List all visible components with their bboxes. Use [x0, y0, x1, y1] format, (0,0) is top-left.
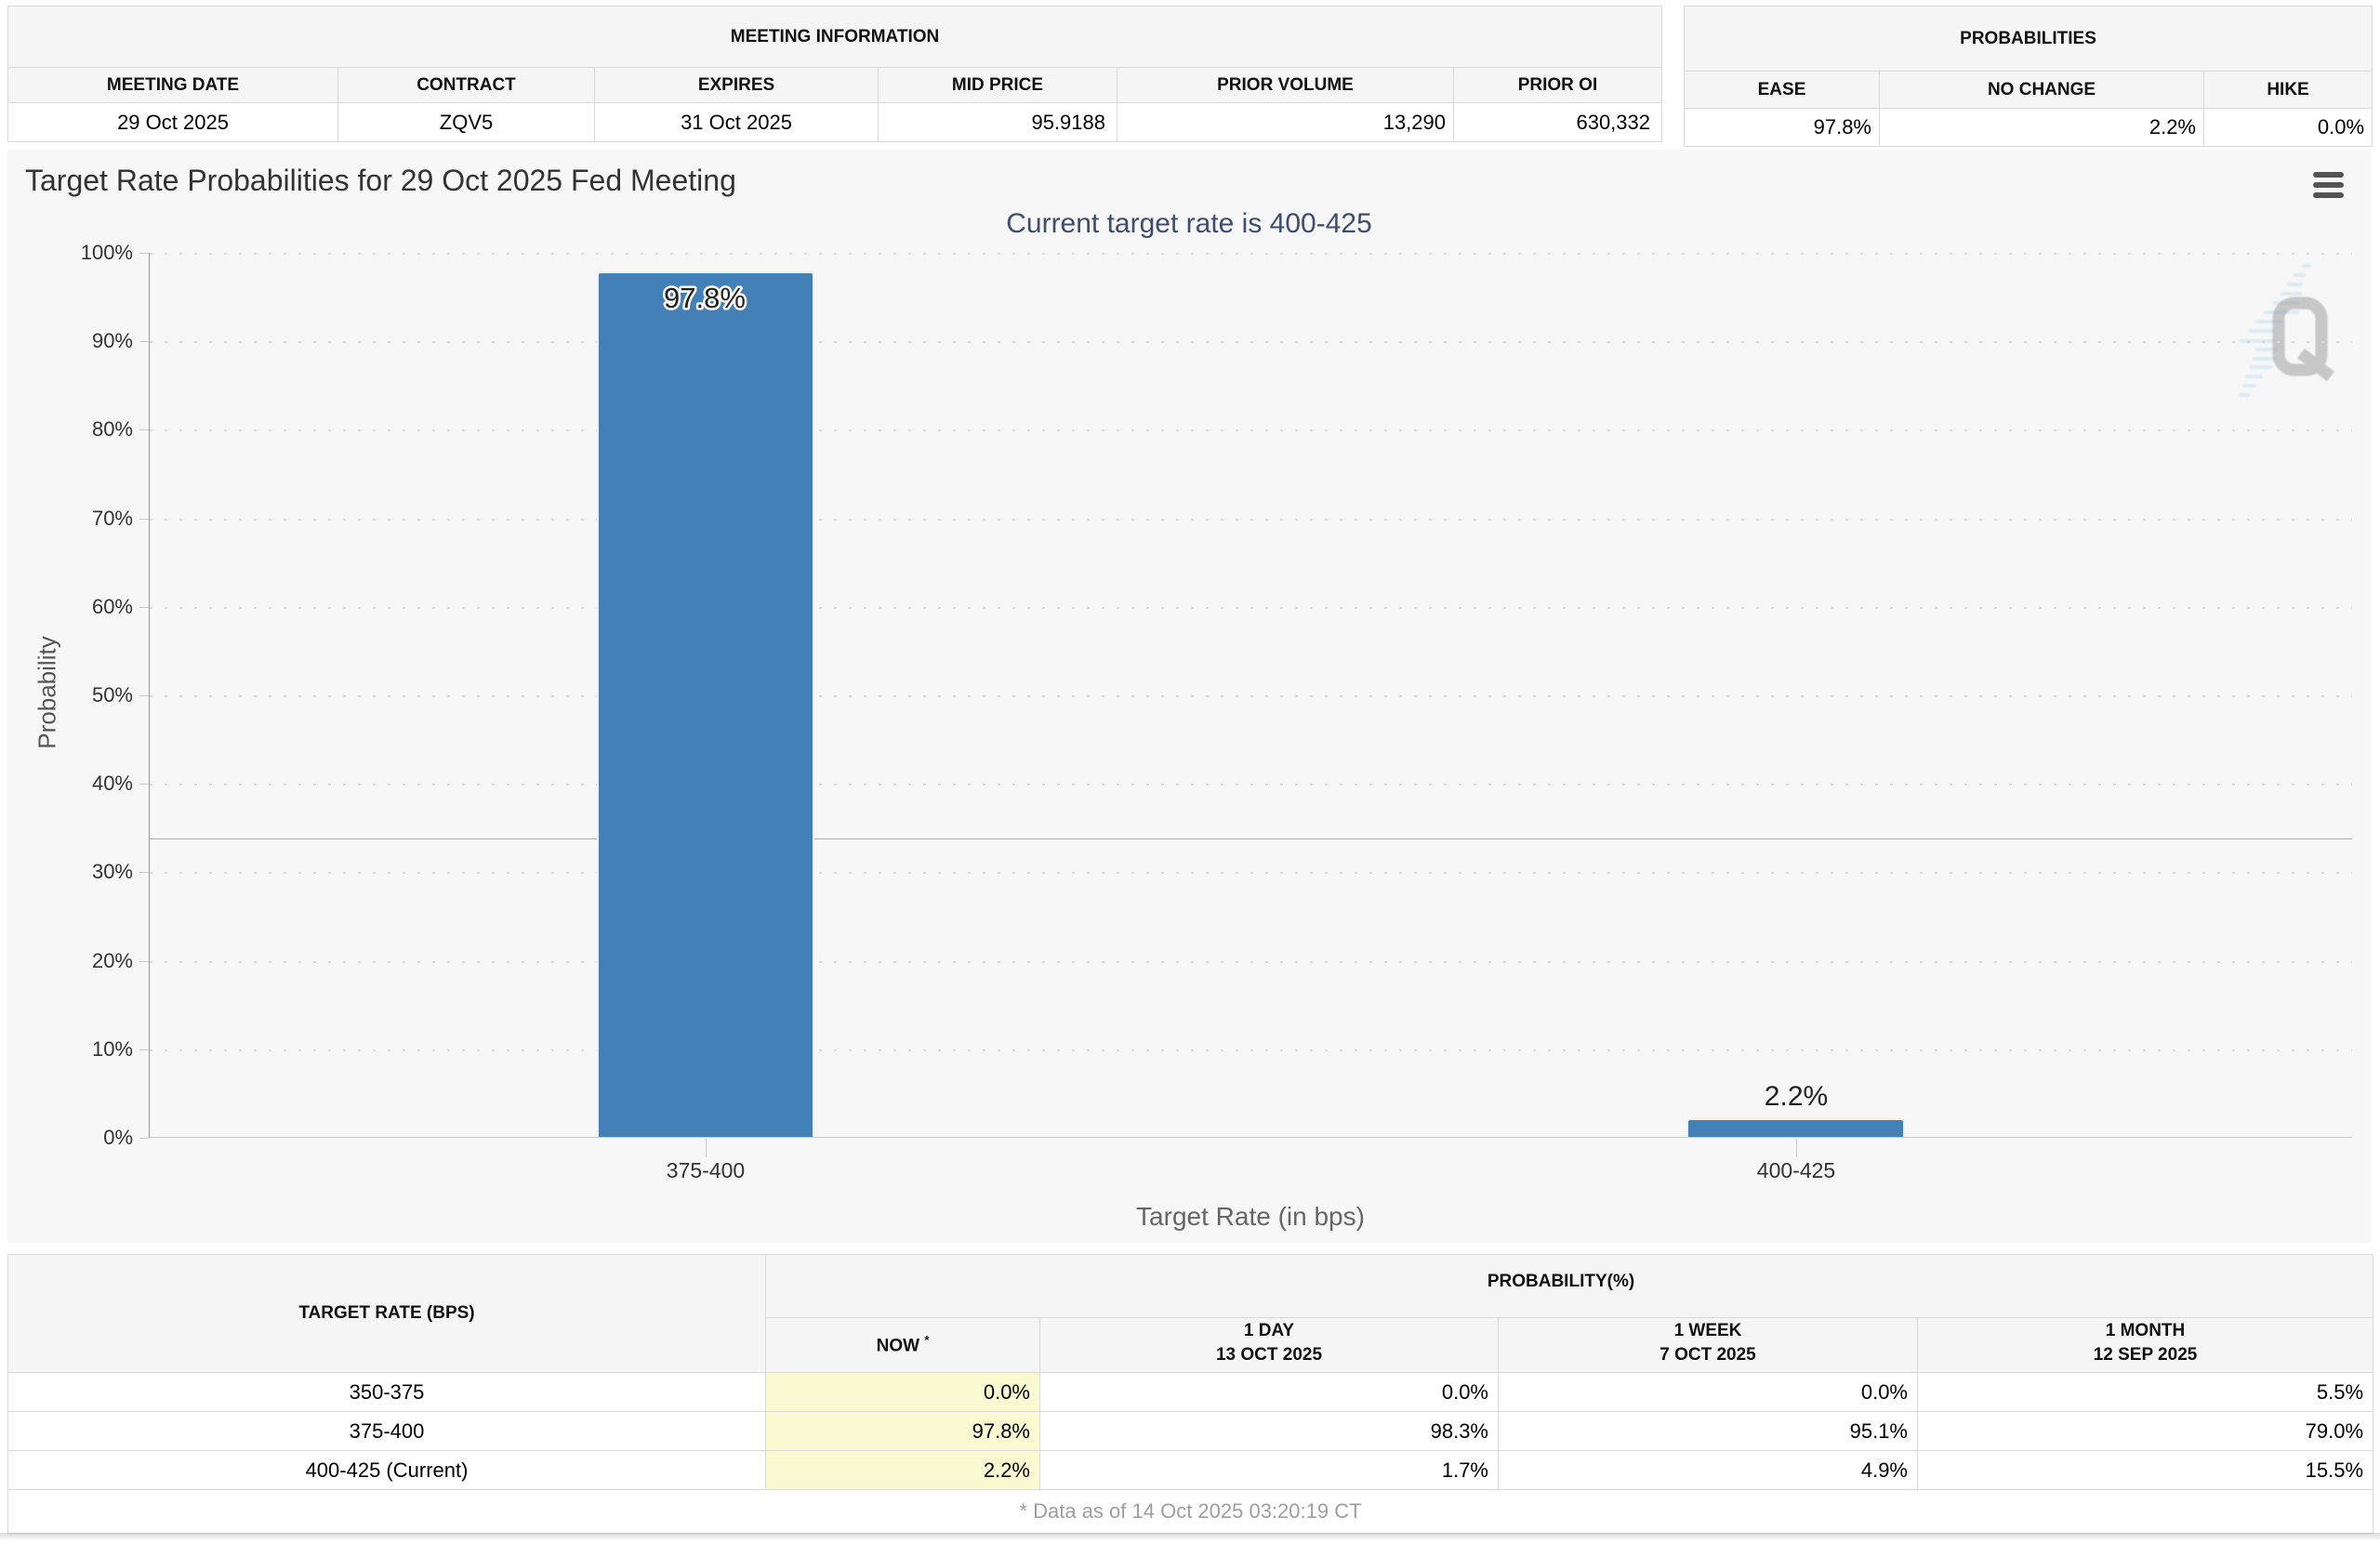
svg-text:2.2%: 2.2%: [1765, 1081, 1828, 1112]
svg-text:97.8%: 97.8%: [664, 282, 746, 314]
